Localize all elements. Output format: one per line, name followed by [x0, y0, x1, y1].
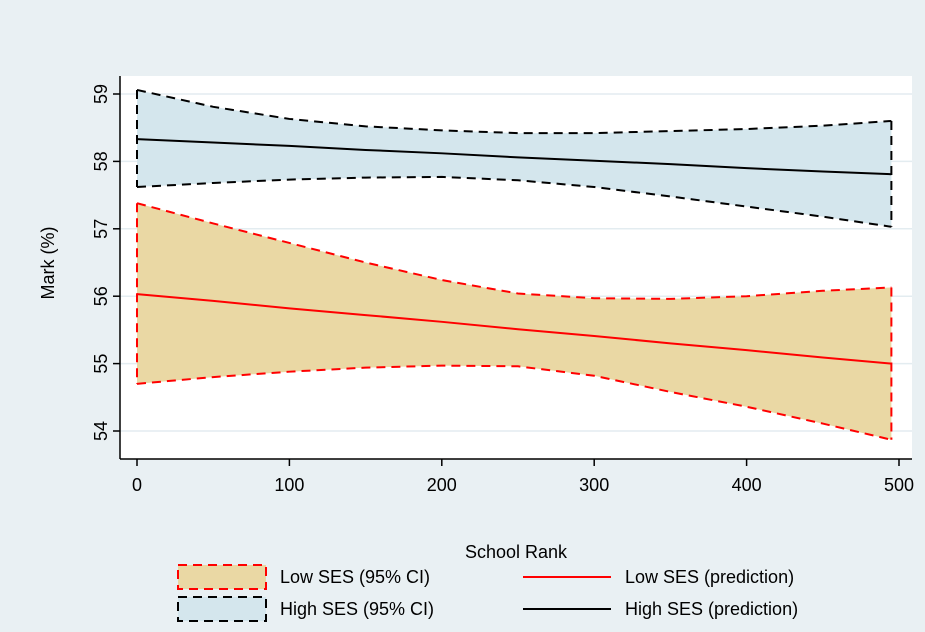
y-tick-label-4: 58: [91, 151, 111, 171]
legend-label-2: High SES (95% CI): [280, 599, 434, 619]
y-axis-title: Mark (%): [38, 227, 58, 300]
x-axis-title: School Rank: [465, 542, 568, 562]
legend: Low SES (95% CI) Low SES (prediction) High…: [177, 564, 798, 622]
legend-swatch-2: [177, 596, 267, 622]
band-lower-1: [136, 175, 892, 228]
prediction-line-0: [136, 293, 892, 365]
legend-label-3: High SES (prediction): [625, 599, 798, 619]
y-tick-label-3: 57: [91, 219, 111, 239]
y-tick-label-0: 54: [91, 421, 111, 441]
y-tick-label-2: 56: [91, 286, 111, 306]
x-tick-label-3: 300: [579, 475, 609, 495]
x-tick-label-5: 500: [884, 475, 914, 495]
legend-swatch-0: [177, 564, 267, 590]
x-tick-label-4: 400: [732, 475, 762, 495]
legend-label-1: Low SES (prediction): [625, 567, 794, 587]
band-fill-0: [137, 203, 892, 440]
band-fill-1: [137, 89, 892, 227]
x-tick-label-1: 100: [274, 475, 304, 495]
band-upper-0: [136, 202, 892, 300]
band-upper-1: [136, 88, 892, 135]
prediction-lines: [136, 138, 892, 365]
y-tick-label-5: 59: [91, 84, 111, 104]
legend-label-0: Low SES (95% CI): [280, 567, 430, 587]
axes: 0 100 200 300 400 500 54 55 56 57 58 59: [91, 76, 914, 495]
prediction-line-1: [136, 138, 892, 176]
x-tick-label-0: 0: [132, 475, 142, 495]
y-tick-label-1: 55: [91, 354, 111, 374]
x-tick-label-2: 200: [427, 475, 457, 495]
band-lower-0: [136, 364, 892, 441]
